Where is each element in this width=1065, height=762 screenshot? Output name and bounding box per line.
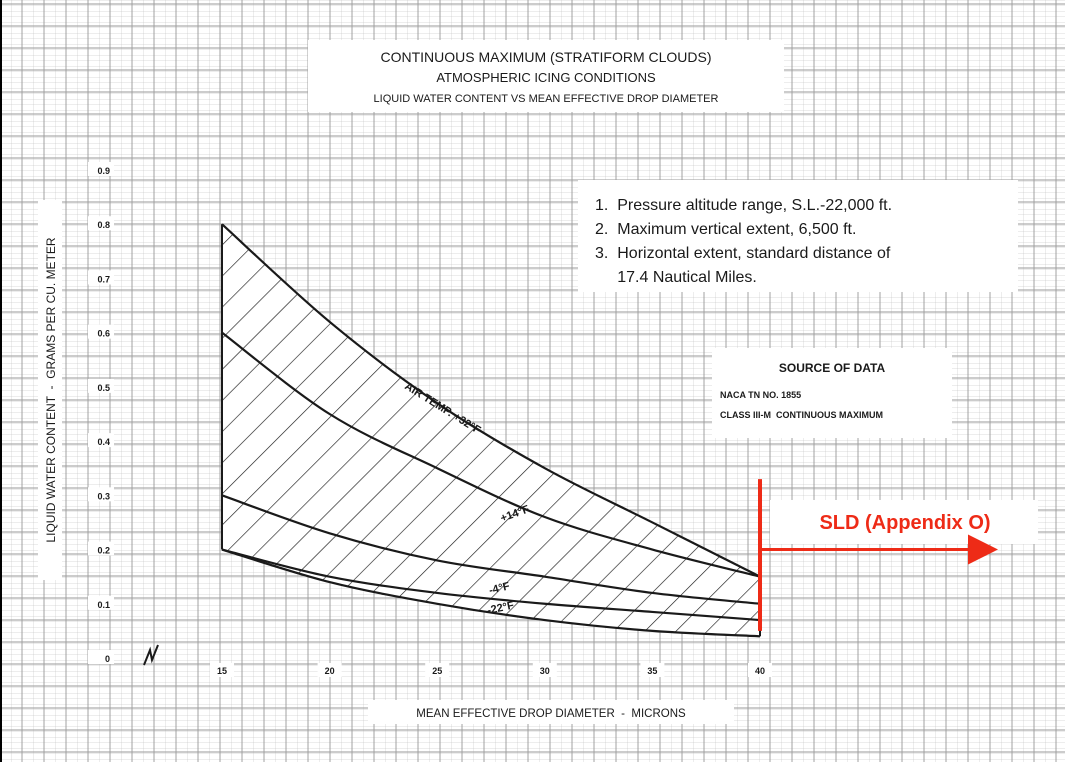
envelope-hatch — [222, 224, 760, 637]
y-tick-label: 0.4 — [97, 437, 110, 447]
note-3: 3. Horizontal extent, standard distance … — [595, 245, 891, 262]
y-tick-label: 0.2 — [97, 546, 110, 556]
x-tick-label-bg — [425, 663, 450, 677]
y-tick-label-bg — [88, 270, 114, 285]
y-tick-label: 0.5 — [97, 383, 110, 393]
y-tick-label: 0 — [105, 654, 110, 664]
y-tick-label-bg — [88, 216, 114, 231]
x-tick-label-bg — [317, 663, 342, 677]
temperature-curves — [221, 223, 761, 638]
note-4: 17.4 Nautical Miles. — [595, 269, 757, 286]
y-tick-label: 0.7 — [97, 274, 110, 284]
chart-subtitle-1: ATMOSPHERIC ICING CONDITIONS — [436, 70, 656, 85]
xlabel-box — [368, 700, 734, 724]
x-tick-label-bg — [748, 663, 772, 677]
source-title: SOURCE OF DATA — [779, 361, 886, 375]
x-tick-label: 40 — [755, 666, 765, 676]
x-tick-label-bg — [532, 663, 557, 677]
y-tick-label-bg — [88, 324, 114, 339]
y-tick-label-bg — [88, 541, 114, 556]
ylabel-box — [38, 200, 62, 580]
y-tick-label: 0.1 — [97, 600, 110, 610]
axes: 0 0.1 0.2 0.3 0.4 0.5 0.6 0.7 0.8 0.9 15 20 25 30 35 40 — [88, 162, 772, 677]
axis-break-icon — [143, 644, 159, 666]
y-tick-label-bg — [88, 378, 114, 393]
y-tick-label-bg — [88, 650, 114, 664]
x-axis-label: MEAN EFFECTIVE DROP DIAMETER - MICRONS — [416, 708, 686, 720]
y-tick-label: 0.9 — [97, 166, 110, 176]
x-tick-label: 35 — [647, 666, 657, 676]
source-box — [712, 348, 952, 438]
series-curve-1 — [221, 331, 761, 578]
x-tick-label: 25 — [432, 666, 442, 676]
x-tick-label-bg — [210, 663, 234, 677]
series-curve-3 — [221, 548, 761, 622]
y-tick-label-bg — [88, 433, 114, 448]
title-box — [308, 40, 784, 112]
series-label-m22f: -22°F — [486, 600, 515, 617]
y-tick-label: 0.3 — [97, 491, 110, 501]
series-curve-4 — [221, 548, 761, 638]
chart-title: CONTINUOUS MAXIMUM (STRATIFORM CLOUDS) — [380, 49, 711, 65]
sld-annotation: SLD (Appendix O) — [758, 479, 1038, 631]
sld-label: SLD (Appendix O) — [819, 512, 990, 534]
y-tick-label-bg — [88, 595, 114, 610]
source-line-2: CLASS III-M CONTINUOUS MAXIMUM — [720, 410, 883, 420]
note-1: 1. Pressure altitude range, S.L.-22,000 … — [595, 197, 892, 214]
chart-subtitle-2: LIQUID WATER CONTENT VS MEAN EFFECTIVE D… — [374, 93, 719, 105]
y-tick-label-bg — [88, 487, 114, 502]
x-tick-label-bg — [640, 663, 665, 677]
series-label-m4f: -4°F — [488, 580, 511, 597]
y-axis-label: LIQUID WATER CONTENT - GRAMS PER CU. MET… — [44, 237, 58, 542]
x-tick-label: 15 — [217, 666, 227, 676]
y-tick-label: 0.8 — [97, 220, 110, 230]
hatched-envelope — [222, 224, 760, 637]
note-2: 2. Maximum vertical extent, 6,500 ft. — [595, 221, 856, 238]
y-tick-label: 0.6 — [97, 329, 110, 339]
series-curve-2 — [221, 494, 761, 605]
source-line-1: NACA TN NO. 1855 — [720, 390, 801, 400]
series-curve-0 — [221, 223, 761, 578]
notes-box — [578, 180, 1018, 292]
x-tick-label: 20 — [325, 666, 335, 676]
x-tick-label: 30 — [540, 666, 550, 676]
y-tick-label-bg — [88, 162, 114, 176]
